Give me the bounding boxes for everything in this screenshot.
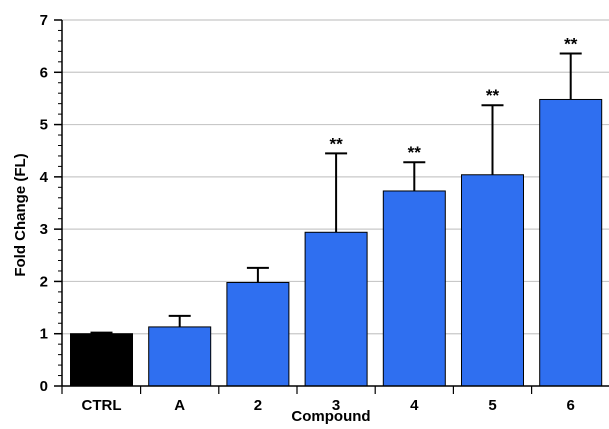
- bars-layer: ** ** ** **: [70, 34, 603, 387]
- significance-marker: **: [564, 34, 578, 53]
- y-tick-label: 6: [40, 64, 48, 81]
- y-tick-label: 2: [40, 273, 48, 290]
- y-tick-label: 5: [40, 117, 48, 134]
- x-tick-label: 4: [410, 397, 419, 414]
- x-tick-label: CTRL: [82, 397, 122, 414]
- y-tick-label: 7: [40, 12, 48, 29]
- bar: [461, 174, 524, 387]
- x-tick-label: A: [174, 397, 185, 414]
- x-axis-title: Compound: [291, 408, 370, 424]
- y-tick-label: 1: [40, 326, 48, 343]
- significance-marker: **: [408, 143, 422, 162]
- y-tick-label: 4: [40, 169, 49, 186]
- significance-marker: **: [486, 86, 500, 105]
- bar: [70, 333, 133, 387]
- y-tick-label: 0: [40, 378, 48, 395]
- x-tick-label: 3: [332, 397, 340, 414]
- y-axis-title: Fold Change (FL): [12, 153, 29, 276]
- x-tick-label: 2: [254, 397, 262, 414]
- bar: [148, 326, 212, 387]
- bar: [539, 98, 603, 387]
- y-tick-label: 3: [40, 221, 48, 238]
- axis-layer: CTRL A 2 3 4 5 6 0 1 2 3 4 5 6 7: [40, 12, 609, 414]
- x-tick-label: 6: [567, 397, 575, 414]
- bar: [226, 281, 290, 387]
- bar: [382, 190, 446, 387]
- significance-marker: **: [329, 134, 343, 153]
- bar: [304, 231, 368, 387]
- x-tick-label: 5: [488, 397, 496, 414]
